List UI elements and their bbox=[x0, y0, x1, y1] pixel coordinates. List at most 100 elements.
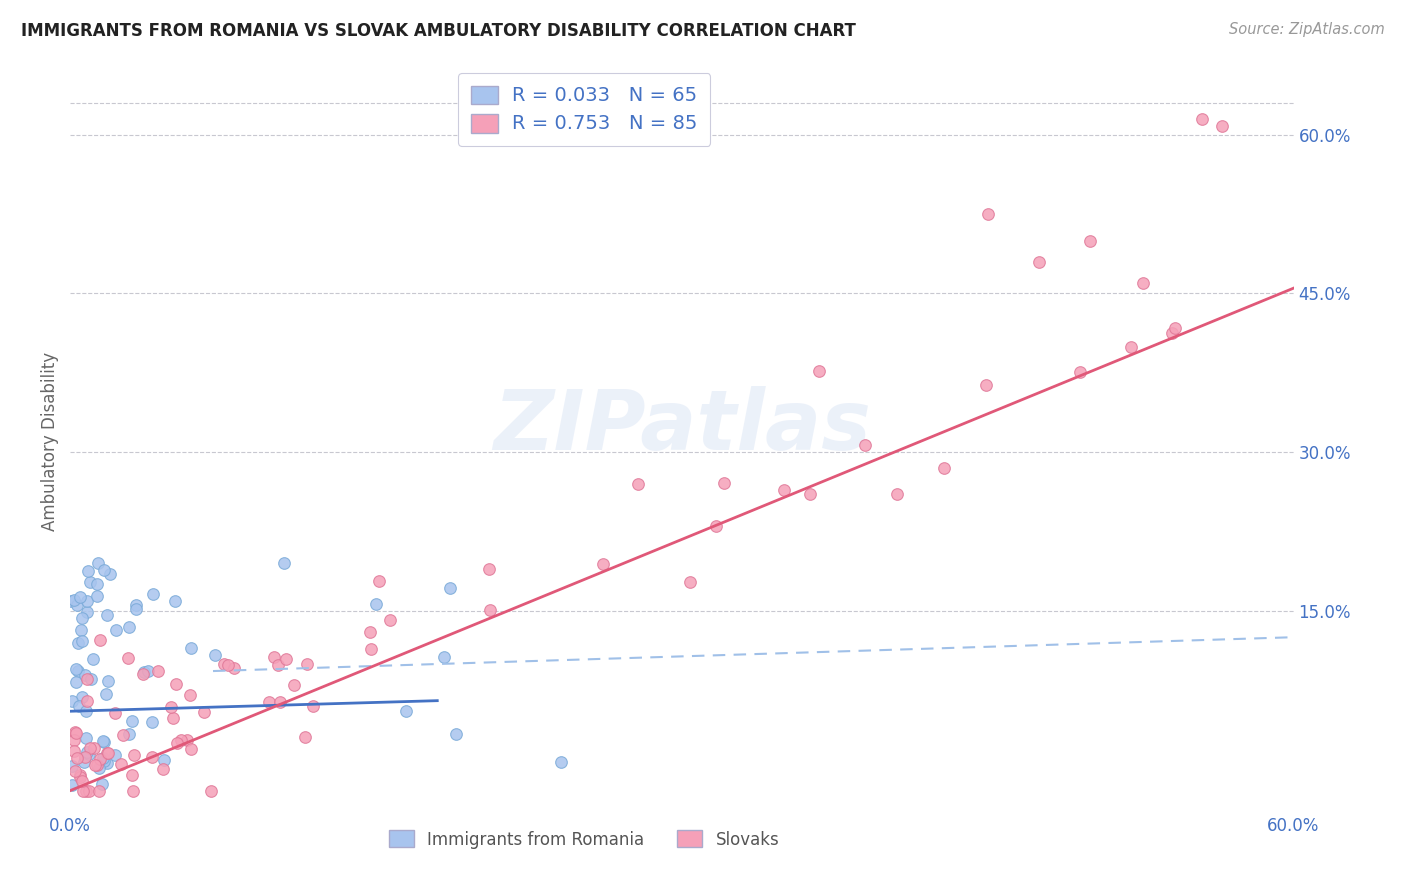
Point bbox=[772, 483, 794, 498]
Point bbox=[76, 745, 98, 759]
Point bbox=[66, 598, 89, 612]
Point bbox=[1161, 326, 1184, 340]
Point bbox=[214, 657, 236, 671]
Point bbox=[70, 773, 93, 788]
Point bbox=[62, 593, 84, 607]
Text: ZIPatlas: ZIPatlas bbox=[494, 386, 870, 467]
Point bbox=[111, 728, 134, 742]
Point bbox=[626, 476, 648, 491]
Point bbox=[122, 747, 145, 762]
Point bbox=[267, 657, 290, 672]
Point bbox=[125, 601, 148, 615]
Point bbox=[87, 556, 110, 570]
Point bbox=[706, 518, 728, 533]
Point bbox=[263, 650, 285, 665]
Point bbox=[799, 487, 821, 501]
Point bbox=[122, 783, 145, 797]
Point bbox=[80, 672, 103, 686]
Point bbox=[1078, 234, 1101, 248]
Point bbox=[193, 705, 215, 719]
Point bbox=[97, 673, 120, 688]
Point bbox=[148, 664, 170, 678]
Point bbox=[89, 752, 111, 766]
Point bbox=[67, 635, 90, 649]
Point bbox=[136, 665, 159, 679]
Point bbox=[79, 741, 101, 756]
Point bbox=[295, 657, 318, 672]
Point bbox=[1028, 254, 1050, 268]
Point bbox=[176, 733, 198, 747]
Point bbox=[104, 747, 127, 762]
Point bbox=[439, 581, 461, 595]
Point bbox=[67, 698, 90, 713]
Point bbox=[222, 661, 245, 675]
Text: Source: ZipAtlas.com: Source: ZipAtlas.com bbox=[1229, 22, 1385, 37]
Point bbox=[273, 556, 295, 570]
Point bbox=[89, 633, 111, 648]
Point bbox=[96, 746, 118, 760]
Point bbox=[96, 608, 118, 623]
Point bbox=[97, 746, 120, 760]
Point bbox=[76, 606, 98, 620]
Point bbox=[69, 768, 91, 782]
Point bbox=[76, 672, 98, 686]
Point bbox=[69, 591, 91, 605]
Point bbox=[121, 714, 143, 728]
Point bbox=[82, 652, 104, 666]
Point bbox=[204, 648, 226, 662]
Point bbox=[86, 757, 108, 772]
Point bbox=[217, 658, 239, 673]
Point bbox=[121, 768, 143, 782]
Point bbox=[932, 460, 955, 475]
Point bbox=[89, 783, 111, 797]
Point bbox=[62, 743, 84, 757]
Point bbox=[142, 587, 165, 601]
Point bbox=[77, 783, 100, 797]
Point bbox=[394, 705, 416, 719]
Point bbox=[359, 624, 381, 639]
Point bbox=[110, 756, 132, 771]
Point bbox=[132, 665, 155, 679]
Point bbox=[853, 438, 876, 452]
Point bbox=[433, 649, 456, 664]
Point bbox=[65, 726, 87, 740]
Point bbox=[200, 783, 222, 797]
Point bbox=[180, 640, 202, 655]
Point bbox=[1119, 340, 1142, 354]
Point bbox=[77, 747, 100, 762]
Point bbox=[73, 755, 96, 769]
Point bbox=[72, 783, 94, 797]
Point bbox=[162, 710, 184, 724]
Point bbox=[274, 652, 297, 666]
Point bbox=[96, 756, 118, 770]
Point bbox=[93, 754, 115, 768]
Point bbox=[1132, 276, 1154, 290]
Point bbox=[592, 557, 614, 571]
Point bbox=[808, 364, 831, 378]
Point bbox=[70, 623, 93, 637]
Point bbox=[72, 633, 94, 648]
Point bbox=[75, 783, 97, 797]
Point bbox=[550, 756, 572, 770]
Point bbox=[59, 594, 82, 608]
Point bbox=[104, 706, 127, 720]
Point bbox=[283, 678, 305, 692]
Point bbox=[179, 688, 201, 702]
Point bbox=[91, 734, 114, 748]
Point bbox=[444, 726, 467, 740]
Point bbox=[366, 597, 388, 611]
Point bbox=[886, 486, 908, 500]
Point bbox=[83, 740, 105, 755]
Point bbox=[170, 733, 193, 747]
Point bbox=[75, 704, 97, 718]
Point bbox=[367, 574, 389, 589]
Point bbox=[1069, 365, 1091, 379]
Point bbox=[94, 687, 117, 701]
Point bbox=[152, 763, 174, 777]
Point bbox=[478, 562, 501, 576]
Point bbox=[65, 674, 87, 689]
Point bbox=[98, 566, 121, 581]
Point bbox=[117, 650, 139, 665]
Point bbox=[93, 735, 115, 749]
Point bbox=[86, 577, 108, 591]
